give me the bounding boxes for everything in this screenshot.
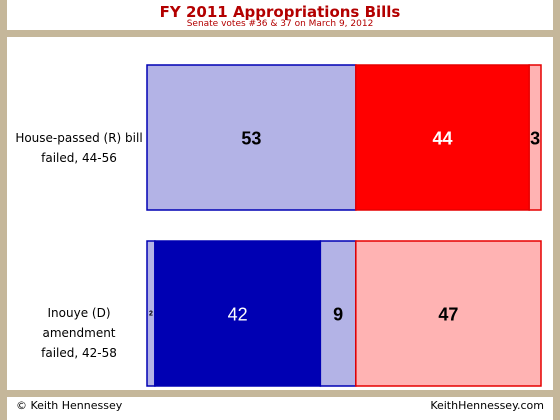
chart-title: FY 2011 Appropriations Bills [159,3,401,21]
bar-segment-r0-s0 [146,64,357,211]
footer-copyright: © Keith Hennessey [16,399,123,412]
bar-value-label: 2 [149,311,153,318]
bar-segment-r1-s1 [154,240,322,387]
bar-value-label: 44 [432,129,452,149]
bar-segment-r1-s3 [355,240,542,387]
bar-value-label: 3 [530,129,540,149]
row-label-line1: Inouye (D) amendment [42,306,116,340]
bar-value-label: 9 [333,305,343,325]
row-label-line2: failed, 42-58 [41,346,117,360]
bar-value-label: 53 [241,129,261,149]
bar-segment-r0-s1 [355,64,530,211]
bottom-band [0,390,560,397]
bar-segment-r0-s2 [528,64,542,211]
top-band [0,30,560,37]
row-label-line1: House-passed (R) bill [15,131,143,145]
bar-segment-r1-s2 [319,240,357,387]
bar-value-label: 42 [228,305,248,325]
row-label-house-bill: House-passed (R) bill failed, 44-56 [14,128,144,168]
footer-website: KeithHennessey.com [430,399,544,412]
row-label-inouye-amendment: Inouye (D) amendment failed, 42-58 [14,303,144,363]
chart-subtitle: Senate votes #36 & 37 on March 9, 2012 [186,19,374,29]
bar-value-label: 47 [438,305,458,325]
row-label-line2: failed, 44-56 [41,151,117,165]
